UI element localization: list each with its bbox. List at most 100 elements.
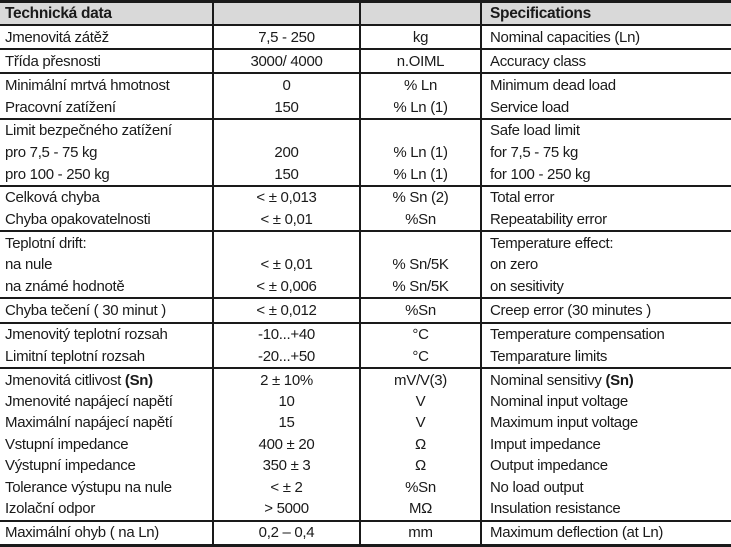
table-row: Maximální napájecí napětí 15 V Maximum inpu…: [0, 412, 731, 434]
table-header-unit-column: [359, 1, 481, 26]
row-label-english-text: Safe load limit: [490, 122, 580, 140]
row-unit-text: n.OIML: [396, 52, 445, 70]
row-value: 0,2 – 0,4: [212, 520, 360, 546]
row-label-czech-bold-text: (Sn): [124, 371, 153, 389]
row-unit-text: °C: [412, 325, 429, 343]
row-value-text: 10: [278, 393, 295, 411]
row-unit-text: MΩ: [408, 500, 433, 518]
row-value: -10...+40: [212, 322, 360, 346]
table-row: Chyba tečení ( 30 minut ) < ± 0,012 %Sn Cre…: [0, 298, 731, 324]
row-label-czech-text: Třída přesnosti: [5, 52, 101, 70]
row-unit-text: V: [415, 393, 426, 411]
row-label-czech-text: Maximální ohyb ( na Ln): [5, 524, 160, 542]
row-label-english-text: for 100 - 250 kg: [490, 165, 591, 183]
row-label-czech: Jmenovitá zátěž: [0, 25, 213, 51]
table-row: Minimální mrtvá hmotnost 0 % Ln Minimum dea…: [0, 73, 731, 97]
row-value: 15: [212, 412, 360, 434]
row-value-text: < ± 0,006: [256, 277, 317, 295]
row-label-czech: Chyba opakovatelnosti: [0, 208, 213, 233]
row-unit: °C: [359, 322, 481, 346]
row-label-czech: Jmenovité napájecí napětí: [0, 391, 213, 412]
row-label-czech-text: Teplotní drift:: [5, 234, 87, 252]
row-value-text: -20...+50: [258, 347, 315, 365]
row-label-english-text: Service load: [490, 98, 569, 116]
row-value-text: 7,5 - 250: [258, 28, 315, 46]
row-value-text: > 5000: [264, 500, 309, 518]
row-label-czech: Jmenovitý teplotní rozsah: [0, 323, 213, 346]
row-label-czech: Výstupní impedance: [0, 455, 213, 476]
row-unit: %Sn: [359, 476, 481, 498]
row-value-text: 350 ± 3: [262, 457, 311, 475]
row-label-english: Creep error (30 minutes ): [480, 298, 731, 324]
row-label-english: Minimum dead load: [480, 73, 731, 97]
row-unit-text: %Sn: [405, 478, 436, 496]
row-label-english: Temparature limits: [480, 345, 731, 370]
row-label-czech-text: Jmenovitá zátěž: [5, 28, 109, 46]
row-value-text: 200: [274, 143, 299, 161]
row-label-english-text: Nominal sensitivy: [490, 371, 606, 389]
row-unit-text: % Sn/5K: [392, 256, 449, 274]
table-header-czech: Technická data: [0, 1, 213, 26]
row-value-text: < ± 0,01: [260, 256, 313, 274]
row-label-czech-text: pro 100 - 250 kg: [5, 165, 110, 183]
row-label-czech-text: Izolační odpor: [5, 500, 96, 518]
row-value-text: < ± 0,01: [260, 211, 313, 229]
row-value: 2 ± 10%: [212, 368, 360, 391]
row-label-czech-text: na známé hodnotě: [5, 277, 125, 295]
row-unit-text: V: [415, 414, 426, 432]
row-label-czech: Pracovní zatížení: [0, 96, 213, 120]
row-unit: [359, 231, 481, 255]
row-label-english-bold-text: (Sn): [605, 371, 634, 389]
row-label-english-text: Temparature limits: [490, 347, 608, 365]
row-unit-text: % Ln (1): [393, 165, 448, 183]
row-unit-text: % Sn (2): [392, 189, 449, 207]
row-label-czech-text: na nule: [5, 256, 53, 274]
row-value: < ± 0,012: [212, 298, 360, 324]
row-label-czech-text: Chyba tečení ( 30 minut ): [5, 301, 166, 319]
row-value: -20...+50: [212, 345, 360, 370]
row-unit-text: Ω: [415, 435, 426, 453]
row-value-text: -10...+40: [258, 325, 315, 343]
row-unit: °C: [359, 345, 481, 370]
row-label-english-text: on sesitivity: [490, 277, 564, 295]
row-unit-text: kg: [412, 28, 429, 46]
row-label-czech: Celková chyba: [0, 186, 213, 209]
row-value-text: < ± 2: [270, 478, 303, 496]
row-label-czech-text: Maximální napájecí napětí: [5, 414, 173, 432]
row-label-english-text: Temperature effect:: [490, 234, 614, 252]
row-value-text: 15: [278, 414, 295, 432]
row-label-czech: Jmenovitá citlivost (Sn): [0, 368, 213, 391]
row-label-english: Maximum deflection (at Ln): [480, 520, 731, 546]
row-label-english: Accuracy class: [480, 49, 731, 75]
row-unit: V: [359, 390, 481, 413]
row-unit: % Sn/5K: [359, 275, 481, 300]
row-label-english: Output impedance: [480, 455, 731, 477]
table-row: pro 100 - 250 kg 150 % Ln (1) for 100 - 250…: [0, 163, 731, 187]
row-label-english-text: Imput impedance: [490, 435, 601, 453]
row-label-czech-text: Vstupní impedance: [5, 435, 129, 453]
row-unit: % Ln (1): [359, 163, 481, 187]
row-unit-text: mm: [408, 524, 433, 542]
row-unit-text: % Sn/5K: [392, 277, 449, 295]
row-value-text: 150: [274, 165, 299, 183]
row-label-english: for 100 - 250 kg: [480, 163, 731, 187]
row-label-czech: Tolerance výstupu na nule: [0, 476, 213, 497]
row-label-english: Nominal capacities (Ln): [480, 25, 731, 51]
table-row: na nule < ± 0,01 % Sn/5K on zero: [0, 254, 731, 276]
table-row: Teplotní drift: Temperature effect:: [0, 231, 731, 255]
row-value-text: < ± 0,012: [256, 301, 317, 319]
row-label-english: Nominal input voltage: [480, 390, 731, 413]
row-value-text: < ± 0,013: [256, 189, 317, 207]
row-unit: % Sn/5K: [359, 254, 481, 276]
row-label-english-text: Output impedance: [490, 457, 608, 475]
table-row: Izolační odpor > 5000 MΩ Insulation resista…: [0, 497, 731, 522]
row-label-english-text: Temperature compensation: [490, 325, 665, 343]
row-value: 150: [212, 163, 360, 187]
row-label-czech: Limit bezpečného zatížení: [0, 119, 213, 142]
row-unit: % Ln (1): [359, 141, 481, 164]
row-label-czech-text: Pracovní zatížení: [5, 98, 116, 116]
row-label-english-text: Maximum deflection (at Ln): [490, 524, 664, 542]
row-label-czech: pro 100 - 250 kg: [0, 163, 213, 187]
row-value: 200: [212, 141, 360, 164]
